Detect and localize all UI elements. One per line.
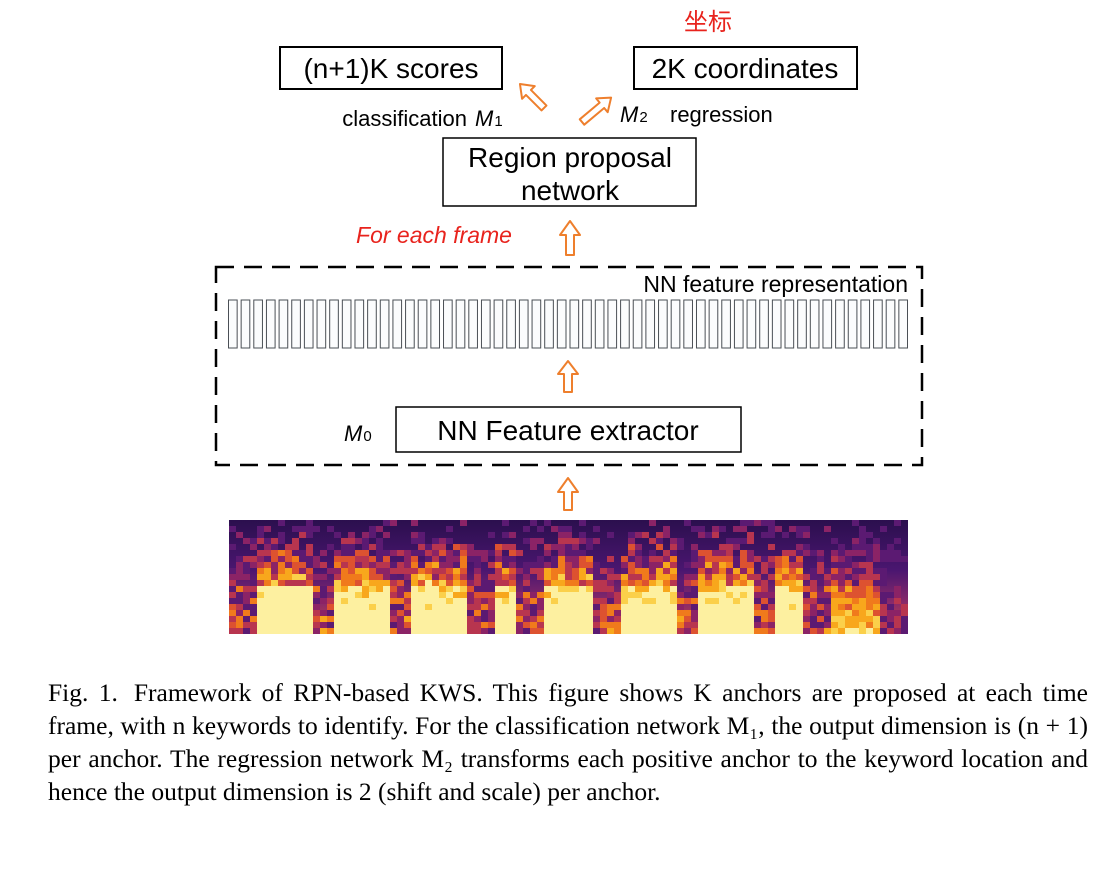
rpn-label-line2: network	[521, 175, 620, 206]
m2-label: M2	[620, 102, 648, 127]
arrow-to-coordinates	[578, 96, 613, 126]
feature-frame	[265, 299, 276, 349]
feature-frame	[253, 299, 263, 349]
feature-frame	[582, 299, 592, 349]
feature-frame	[493, 299, 504, 349]
red-annotation: 坐标	[684, 9, 732, 36]
classification-label: classification	[342, 106, 467, 131]
feature-frame	[455, 299, 466, 349]
feature-frame	[658, 299, 668, 349]
arrow-from-spectrogram	[557, 477, 579, 511]
region-proposal-network-box	[442, 137, 697, 207]
feature-frame	[860, 299, 871, 349]
feature-frame	[291, 299, 301, 349]
feature-frame	[733, 299, 744, 349]
scores-box	[279, 46, 503, 90]
m0-label: M0	[344, 421, 372, 446]
feature-frame	[354, 299, 365, 349]
feature-frame	[797, 299, 807, 349]
feature-frame	[367, 299, 377, 349]
rpn-label-line1: Region proposal	[468, 142, 672, 173]
feature-frame	[670, 299, 681, 349]
for-each-frame-label: For each frame	[356, 222, 512, 248]
figure-number: Fig. 1.	[48, 678, 118, 707]
feature-frame	[898, 299, 908, 349]
feature-frame	[518, 299, 529, 349]
feature-frame	[278, 299, 289, 349]
feature-frame	[341, 299, 352, 349]
nn-feature-representation-label: NN feature representation	[643, 271, 908, 297]
feature-frame	[468, 299, 478, 349]
caption-text: Framework of RPN-based KWS. This figure …	[48, 678, 1088, 806]
feature-extractor-box	[395, 406, 742, 453]
feature-frame	[569, 299, 580, 349]
feature-frame	[480, 299, 491, 349]
feature-frame	[417, 299, 428, 349]
nn-dashed-container	[214, 265, 924, 467]
coordinates-box	[633, 46, 858, 90]
feature-frame	[632, 299, 643, 349]
regression-label: regression	[670, 102, 773, 127]
feature-frame	[721, 299, 731, 349]
feature-frame	[228, 299, 238, 349]
feature-frame	[607, 299, 618, 349]
feature-frame	[316, 299, 327, 349]
feature-frame	[594, 299, 605, 349]
feature-frames	[228, 299, 908, 349]
spectrogram-image	[229, 520, 908, 634]
feature-frame	[809, 299, 820, 349]
feature-frame	[873, 299, 883, 349]
feature-frame	[329, 299, 339, 349]
feature-frame	[620, 299, 630, 349]
feature-frame	[430, 299, 441, 349]
feature-frame	[556, 299, 567, 349]
feature-frame	[544, 299, 554, 349]
feature-frame	[771, 299, 782, 349]
feature-frame	[695, 299, 706, 349]
feature-frame	[746, 299, 757, 349]
feature-frame	[759, 299, 769, 349]
feature-frame	[885, 299, 896, 349]
feature-frame	[443, 299, 453, 349]
figure-caption: Fig. 1. Framework of RPN-based KWS. This …	[48, 676, 1088, 808]
arrow-to-feature-representation	[557, 360, 579, 393]
feature-extractor-label: NN Feature extractor	[437, 415, 698, 446]
feature-frame	[784, 299, 795, 349]
feature-frame	[645, 299, 656, 349]
feature-frame	[683, 299, 693, 349]
coordinates-box-label: 2K coordinates	[652, 53, 839, 84]
feature-frame	[847, 299, 858, 349]
feature-frame	[303, 299, 314, 349]
arrow-to-rpn	[559, 220, 581, 256]
scores-box-label: (n+1)K scores	[303, 53, 478, 84]
feature-frame	[708, 299, 719, 349]
arrow-to-scores	[518, 82, 548, 112]
feature-frame	[392, 299, 403, 349]
feature-frame	[822, 299, 833, 349]
feature-frame	[379, 299, 390, 349]
feature-frame	[531, 299, 542, 349]
feature-frame	[240, 299, 251, 349]
m1-label: M1	[475, 106, 503, 131]
feature-frame	[506, 299, 516, 349]
feature-frame	[835, 299, 845, 349]
feature-frame	[405, 299, 415, 349]
